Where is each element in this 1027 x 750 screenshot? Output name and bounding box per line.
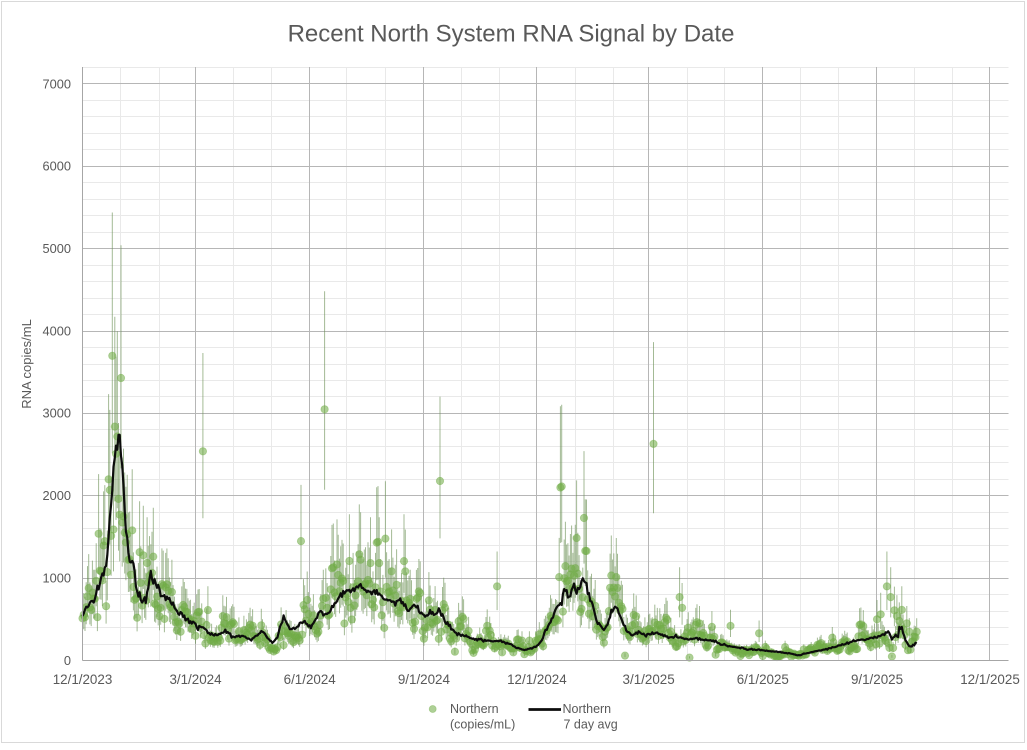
svg-text:(copies/mL): (copies/mL) [450,718,515,732]
svg-text:9/1/2024: 9/1/2024 [398,672,451,687]
svg-text:Northern: Northern [450,702,499,716]
svg-text:3000: 3000 [43,406,71,421]
svg-text:6/1/2025: 6/1/2025 [737,672,789,687]
svg-text:12/1/2023: 12/1/2023 [53,672,113,687]
svg-text:12/1/2024: 12/1/2024 [507,672,567,687]
svg-text:RNA copies/mL: RNA copies/mL [19,319,34,409]
svg-text:5000: 5000 [43,241,71,256]
svg-text:7 day avg: 7 day avg [564,718,618,732]
svg-text:2000: 2000 [43,488,71,503]
svg-text:3/1/2025: 3/1/2025 [623,672,675,687]
svg-text:0: 0 [64,653,71,668]
svg-text:Recent North System RNA Signal: Recent North System RNA Signal by Date [288,20,735,47]
svg-text:Northern: Northern [563,702,612,716]
svg-text:12/1/2025: 12/1/2025 [960,672,1020,687]
svg-text:6/1/2024: 6/1/2024 [284,672,337,687]
svg-text:4000: 4000 [43,323,71,338]
svg-text:9/1/2025: 9/1/2025 [851,672,903,687]
svg-text:1000: 1000 [43,570,71,585]
svg-text:3/1/2024: 3/1/2024 [169,672,222,687]
svg-text:7000: 7000 [43,76,71,91]
svg-text:6000: 6000 [43,159,71,174]
